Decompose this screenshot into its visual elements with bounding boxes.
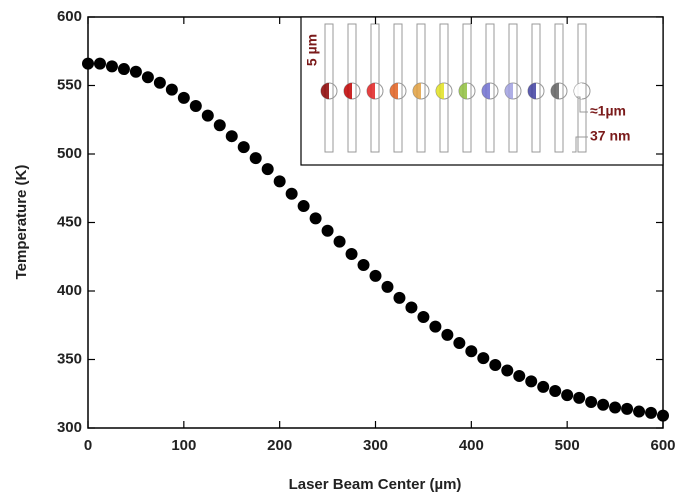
x-tick-label: 500	[555, 437, 580, 454]
inset-spot-fill	[321, 83, 329, 99]
point	[297, 200, 310, 213]
point	[165, 83, 178, 96]
point	[201, 109, 214, 122]
point	[429, 320, 442, 333]
inset-spot-fill	[390, 83, 398, 99]
point	[189, 100, 202, 113]
y-tick-label: 350	[57, 350, 82, 367]
point	[273, 175, 286, 188]
point	[369, 269, 382, 282]
point	[561, 389, 574, 402]
point	[573, 391, 586, 404]
point	[381, 280, 394, 293]
point	[285, 187, 298, 200]
y-tick-label: 500	[57, 145, 82, 162]
point	[309, 212, 322, 225]
point	[465, 345, 478, 358]
point	[453, 337, 466, 350]
point	[261, 163, 274, 176]
point	[489, 358, 502, 371]
y-tick-label: 550	[57, 76, 82, 93]
x-tick-label: 400	[459, 437, 484, 454]
y-tick-label: 300	[57, 419, 82, 436]
point	[321, 224, 334, 237]
point	[609, 401, 622, 414]
y-tick-label: 600	[57, 8, 82, 25]
inset-spot-fill	[505, 83, 513, 99]
inset-bracket	[572, 136, 588, 153]
point	[393, 291, 406, 304]
x-tick-label: 600	[650, 437, 675, 454]
inset: 5 µm ≈1µm 37 nm	[300, 16, 664, 166]
point	[333, 235, 346, 248]
inset-spot-fill	[344, 83, 352, 99]
point	[93, 57, 106, 70]
point	[213, 119, 226, 132]
y-axis-label: Temperature (K)	[13, 165, 30, 280]
point	[597, 398, 610, 411]
point	[477, 352, 490, 365]
point	[153, 76, 166, 89]
point	[225, 130, 238, 143]
inset-spot-fill	[528, 83, 536, 99]
point	[177, 91, 190, 104]
inset-spot-fill	[459, 83, 467, 99]
point	[237, 141, 250, 154]
inset-label: 37 nm	[590, 128, 630, 144]
inset-spot-fill	[482, 83, 490, 99]
x-axis-label: Laser Beam Center (µm)	[289, 476, 462, 493]
point	[657, 409, 669, 422]
point	[105, 60, 118, 73]
inset-spot-fill	[367, 83, 375, 99]
y-tick-label: 400	[57, 282, 82, 299]
point	[82, 57, 94, 70]
point	[585, 395, 598, 408]
inset-frame	[300, 16, 664, 166]
point	[621, 402, 634, 415]
point	[525, 375, 538, 388]
x-tick-label: 0	[84, 437, 92, 454]
x-tick-label: 200	[267, 437, 292, 454]
point	[441, 328, 454, 341]
point	[537, 380, 550, 393]
inset-spot-fill	[413, 83, 421, 99]
inset-spot-fill	[574, 83, 582, 99]
y-tick-label: 450	[57, 213, 82, 230]
point	[249, 152, 262, 165]
point	[513, 369, 526, 382]
inset-spot-fill	[551, 83, 559, 99]
x-tick-label: 300	[363, 437, 388, 454]
point	[645, 406, 658, 419]
point	[345, 248, 358, 261]
point	[405, 301, 418, 314]
inset-spot-fill	[436, 83, 444, 99]
point	[357, 258, 370, 271]
point	[417, 311, 430, 324]
point	[141, 71, 154, 84]
point	[129, 65, 142, 78]
inset-bracket	[576, 96, 588, 113]
inset-label: ≈1µm	[590, 103, 626, 119]
inset-label: 5 µm	[304, 34, 320, 66]
x-tick-label: 100	[171, 437, 196, 454]
point	[501, 364, 514, 377]
point	[117, 63, 130, 76]
point	[633, 405, 646, 418]
point	[549, 385, 562, 398]
